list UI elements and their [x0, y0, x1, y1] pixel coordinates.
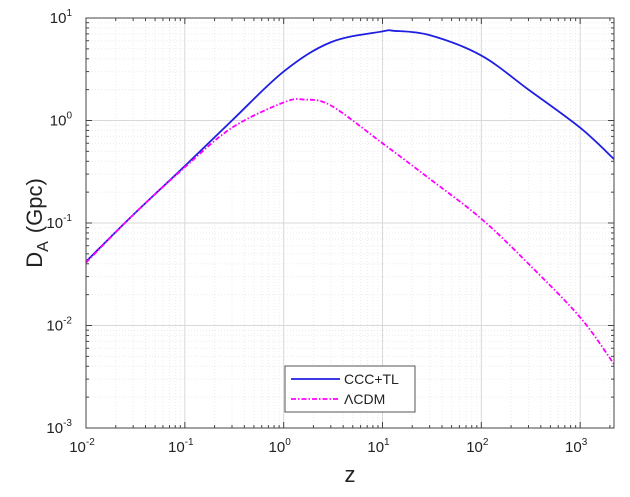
- series-line-lcdm: [85, 98, 615, 365]
- x-tick-label: 10-2: [69, 437, 95, 456]
- ticks: [85, 17, 614, 429]
- legend: CCC+TL ΛCDM: [284, 365, 416, 413]
- y-axis-label: DA(Gpc): [22, 178, 52, 268]
- y-tick-label: 10-3: [46, 418, 72, 437]
- legend-label-lcdm: ΛCDM: [344, 391, 385, 407]
- x-tick-label: 102: [466, 437, 489, 456]
- grid: [85, 17, 614, 429]
- x-tick-label: 103: [565, 437, 588, 456]
- y-tick-label: 10-1: [46, 213, 72, 232]
- series-lines: [85, 29, 615, 365]
- y-tick-label: 100: [50, 111, 73, 130]
- legend-label-ccc-tl: CCC+TL: [344, 371, 399, 387]
- x-tick-labels: 10-2 10-1 100 101 102 103: [69, 437, 588, 456]
- y-tick-label: 10-2: [46, 316, 72, 335]
- x-axis-label: z: [345, 462, 356, 487]
- x-tick-label: 101: [367, 437, 390, 456]
- y-tick-labels: 10-3 10-2 10-1 100 101: [46, 8, 72, 437]
- series-line-ccc-tl: [85, 29, 615, 263]
- x-tick-label: 10-1: [168, 437, 194, 456]
- y-tick-label: 101: [50, 8, 73, 27]
- x-tick-label: 100: [269, 437, 292, 456]
- legend-box: [284, 365, 416, 413]
